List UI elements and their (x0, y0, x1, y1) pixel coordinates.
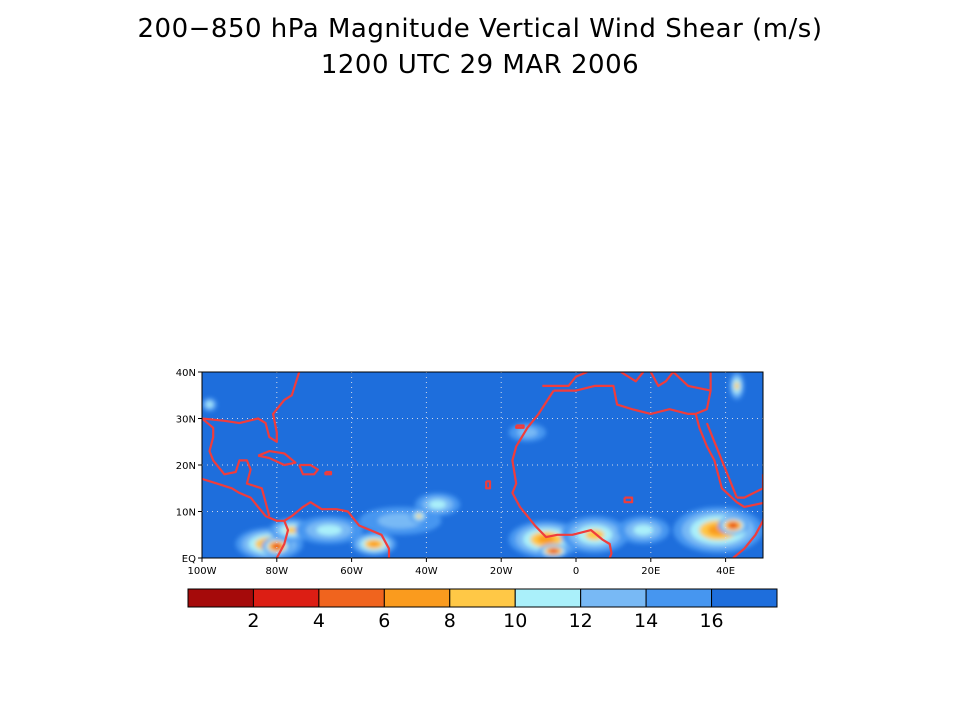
coastline-canaries (515, 424, 525, 429)
colorbar-swatch-4 (449, 588, 516, 608)
x-tick-label-40W: 40W (415, 566, 438, 577)
coastline-north-america (202, 477, 285, 522)
shear-region-11-band-5 (633, 524, 654, 536)
x-tick-label-40E: 40E (716, 566, 735, 577)
colorbar-swatch-2 (318, 588, 385, 608)
shear-region-4-band-3 (368, 541, 380, 547)
x-tick-label-100W: 100W (188, 566, 217, 577)
shear-region-6-band-5 (429, 500, 447, 509)
coastline-horn-east (732, 515, 763, 558)
colorbar-swatch-8 (711, 588, 778, 608)
y-tick-label-10N: 10N (176, 508, 196, 519)
coastline-lake-victoria-chad (623, 496, 634, 504)
x-tick-label-80W: 80W (265, 566, 288, 577)
colorbar-swatch-7 (645, 588, 713, 608)
coastline-south-america-west (275, 520, 290, 558)
colorbar-swatch-0 (187, 588, 254, 608)
coastline-south-america-north (283, 501, 391, 558)
colorbar-swatch-3 (383, 588, 451, 608)
shear-field (202, 372, 763, 558)
shear-region-13-band-1 (730, 523, 736, 527)
y-tick-label-30N: 30N (176, 415, 196, 426)
y-tick-label-40N: 40N (176, 368, 196, 379)
colorbar-label-14: 14 (634, 610, 658, 632)
colorbar-swatch-6 (580, 588, 647, 608)
chart-subtitle: 1200 UTC 29 MAR 2006 (320, 50, 640, 80)
x-tick-label-0: 0 (573, 566, 579, 577)
y-tick-label-20N: 20N (176, 461, 196, 472)
coastline-greece-turkey (649, 372, 711, 392)
colorbar-label-10: 10 (503, 610, 527, 632)
coastline-puerto-rico (324, 470, 333, 476)
colorbar-label-4: 4 (313, 610, 325, 632)
chart-title: 200−850 hPa Magnitude Vertical Wind Shea… (137, 14, 823, 44)
coastline-arabia (736, 474, 763, 499)
coastline-hispaniola (298, 463, 319, 476)
colorbar-label-2: 2 (247, 610, 259, 632)
x-tick-label-20W: 20W (490, 566, 513, 577)
coastline-red-sea-east (705, 422, 738, 499)
grid-lines (202, 372, 763, 558)
y-tick-label-EQ: EQ (182, 554, 196, 565)
colorbar-label-8: 8 (444, 610, 456, 632)
coastline-africa-west (511, 390, 613, 558)
shear-region-3-band-5 (316, 524, 342, 536)
coastline-med-north-africa (553, 372, 712, 415)
coastline-cape-verde (485, 480, 492, 490)
colorbar-label-6: 6 (378, 610, 390, 632)
coastline-cuba (257, 450, 297, 467)
coastline-iberia-italy (542, 372, 588, 387)
shear-region-15-band-4 (734, 381, 739, 390)
coastlines (202, 372, 763, 558)
coastline-red-sea-west (694, 413, 763, 508)
shear-region-1-band-1 (274, 544, 280, 548)
x-tick-label-20E: 20E (641, 566, 660, 577)
shear-region-7-band-4 (416, 514, 422, 519)
coastline-gulf-coast (202, 417, 271, 517)
colorbar: 2 4 6 8 10 12 14 16 (187, 588, 778, 632)
colorbar-label-12: 12 (569, 610, 593, 632)
colorbar-swatch-5 (514, 588, 582, 608)
x-tick-label-60W: 60W (340, 566, 363, 577)
shear-region-9-band-1 (551, 549, 557, 553)
shear-region-16-band-5 (206, 401, 213, 408)
colorbar-swatch-1 (252, 588, 320, 608)
coastline-italy (620, 372, 645, 383)
axes: 100W 80W 60W 40W 20W 0 20E 40E EQ 10N 20N 30N 40N (176, 368, 735, 577)
colorbar-label-16: 16 (699, 610, 723, 632)
coastline-us-south (202, 372, 301, 443)
